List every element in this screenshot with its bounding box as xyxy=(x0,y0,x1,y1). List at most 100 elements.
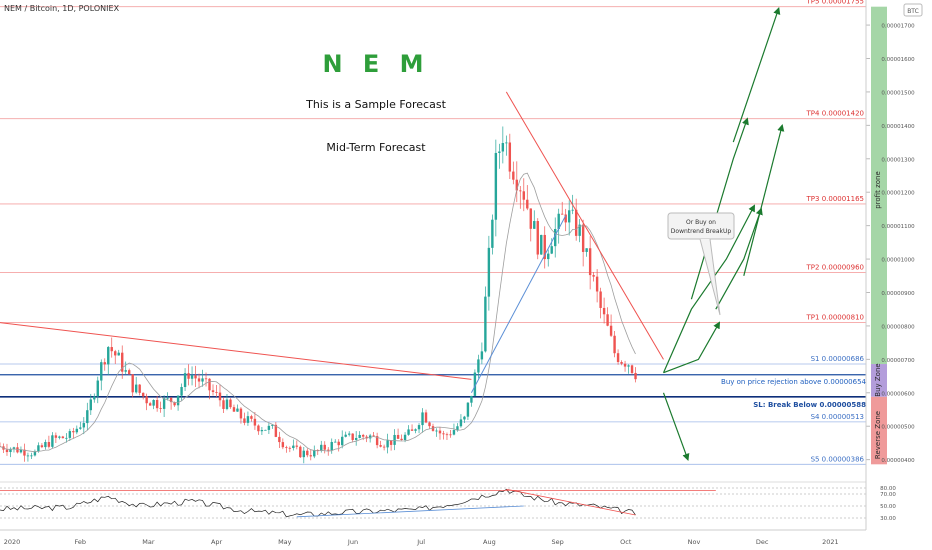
candle-body-78 xyxy=(271,424,274,426)
x-tick-label-12: 2021 xyxy=(822,538,839,546)
candle-body-154 xyxy=(536,221,539,255)
candle-body-34 xyxy=(117,352,120,356)
candle-body-110 xyxy=(382,446,386,448)
candle-body-55 xyxy=(190,375,194,379)
candle-body-84 xyxy=(292,445,295,449)
candle-body-30 xyxy=(103,362,106,365)
moving-average-layer xyxy=(0,172,636,453)
callout-line-1: Or Buy on xyxy=(686,219,716,226)
reverse-zone xyxy=(871,396,887,465)
candle-body-139 xyxy=(484,296,487,352)
candle-body-144 xyxy=(501,143,505,152)
x-tick-label-8: Sep xyxy=(551,538,563,546)
candle-body-122 xyxy=(424,412,428,423)
candle-body-52 xyxy=(180,387,183,396)
profit-zone-label: profit zone xyxy=(874,171,882,209)
candle-body-116 xyxy=(403,434,407,441)
candle-body-45 xyxy=(155,399,159,409)
candle-body-11 xyxy=(37,445,40,452)
candle-body-58 xyxy=(201,378,204,382)
candle-body-56 xyxy=(194,375,197,379)
callout: Or Buy on Downtrend BreakUp xyxy=(667,212,735,316)
candle-body-41 xyxy=(141,392,145,397)
candle-body-112 xyxy=(389,440,393,445)
candle-body-24 xyxy=(82,423,86,428)
candle-body-89 xyxy=(309,455,312,457)
candle-body-8 xyxy=(26,455,30,457)
candle-body-72 xyxy=(250,416,253,419)
candle-body-109 xyxy=(379,445,382,447)
projection-path-5 xyxy=(732,7,781,143)
candle-body-51 xyxy=(176,395,180,406)
candle-body-156 xyxy=(543,234,546,260)
y-tick-label-7: 0.00001000 xyxy=(881,258,915,264)
candle-body-169 xyxy=(588,248,592,276)
y-tick-label-8: 0.00000900 xyxy=(881,291,915,297)
candle-body-70 xyxy=(243,418,246,423)
candle-body-44 xyxy=(152,399,155,406)
callout-pointer xyxy=(699,238,721,316)
candle-body-50 xyxy=(173,402,176,406)
x-tick-label-3: Apr xyxy=(211,538,223,546)
levels-layer: TP5 0.00001755 TP4 0.00001420 TP3 0.000011… xyxy=(0,0,866,465)
profit-zone xyxy=(871,6,887,365)
candle-body-136 xyxy=(473,372,477,396)
candle-body-96 xyxy=(334,441,337,443)
projection-path-3 xyxy=(743,124,785,276)
callout-box xyxy=(667,212,735,240)
currency-badge[interactable] xyxy=(903,3,923,17)
candle-body-153 xyxy=(533,221,536,229)
candle-body-113 xyxy=(393,434,396,445)
candle-body-155 xyxy=(540,234,543,255)
y-tick-label-11: 0.00000600 xyxy=(881,391,915,397)
candle-body-47 xyxy=(162,398,166,409)
currency-label: BTC xyxy=(907,8,919,15)
candle-body-165 xyxy=(574,209,578,236)
candle-body-22 xyxy=(75,428,79,433)
candle-body-92 xyxy=(320,444,323,451)
candle-body-119 xyxy=(414,429,417,431)
projection-path-1 xyxy=(662,204,755,373)
candle-body-64 xyxy=(222,400,225,409)
candle-body-46 xyxy=(159,408,162,409)
candle-body-75 xyxy=(260,430,264,432)
candle-body-65 xyxy=(225,399,229,409)
rsi-tick-0: 80.00 xyxy=(880,486,896,492)
trendlines-layer xyxy=(0,91,664,394)
candle-body-106 xyxy=(368,435,372,439)
candle-body-148 xyxy=(515,179,519,191)
candle-body-104 xyxy=(361,434,365,437)
candle-body-14 xyxy=(47,442,51,447)
candle-body-180 xyxy=(627,365,630,367)
callout-line-2: Downtrend BreakUp xyxy=(671,228,732,235)
x-tick-label-2: Mar xyxy=(142,538,155,546)
candle-body-39 xyxy=(134,384,138,393)
x-tick-label-10: Nov xyxy=(688,538,701,546)
candle-body-76 xyxy=(264,429,267,431)
y-tick-label-3: 0.00001400 xyxy=(881,124,915,130)
trendline-uptrend xyxy=(470,215,567,394)
rsi-tick-2: 50.00 xyxy=(880,504,896,510)
candle-body-38 xyxy=(131,374,134,393)
trendline-long-downtrend xyxy=(0,322,472,380)
candle-body-9 xyxy=(30,455,33,457)
rsi-support xyxy=(296,505,524,518)
candle-body-73 xyxy=(253,418,257,426)
candle-body-68 xyxy=(236,408,239,412)
candle-body-83 xyxy=(288,447,292,449)
term-note: Mid-Term Forecast xyxy=(326,141,426,154)
moving-average-line xyxy=(0,172,636,453)
projection-path-6 xyxy=(662,392,690,461)
candle-body-174 xyxy=(606,314,609,326)
candle-body-23 xyxy=(79,427,82,429)
candle-body-163 xyxy=(567,210,571,223)
candle-body-93 xyxy=(323,444,326,450)
sl-note: SL: Break Below 0.00000588 xyxy=(753,401,866,409)
sample-note: This is a Sample Forecast xyxy=(305,98,446,111)
buy-note: Buy on price rejection above 0.00000654 xyxy=(721,378,867,386)
candle-body-132 xyxy=(459,419,463,427)
candle-body-118 xyxy=(410,429,414,431)
x-tick-label-0: 2020 xyxy=(4,538,21,546)
candle-body-129 xyxy=(449,434,452,436)
